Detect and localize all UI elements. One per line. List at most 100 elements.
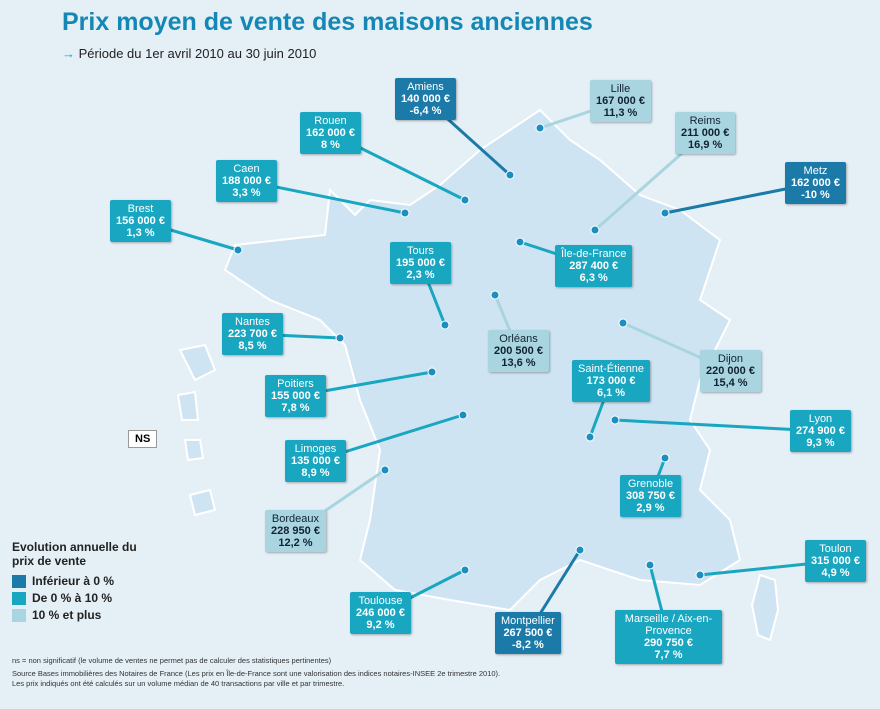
- city-dot: [660, 208, 670, 218]
- city-price: 156 000 €: [116, 215, 165, 227]
- city-price: 155 000 €: [271, 390, 320, 402]
- city-price: 267 500 €: [503, 627, 553, 639]
- city-dot: [458, 410, 468, 420]
- arrow-icon: →: [62, 46, 75, 61]
- note: Source Bases immobilières des Notaires d…: [12, 669, 501, 688]
- city-dot: [645, 560, 655, 570]
- city-callout: Toulouse 246 000 €9,2 %: [350, 592, 411, 634]
- city-dot: [535, 123, 545, 133]
- city-callout: Nantes 223 700 €8,5 %: [222, 313, 283, 355]
- city-price: 200 500 €: [494, 345, 543, 357]
- city-dot: [460, 195, 470, 205]
- city-dot: [460, 565, 470, 575]
- city-price: 140 000 €: [401, 93, 450, 105]
- city-callout: Lyon 274 900 €9,3 %: [790, 410, 851, 452]
- city-change: 15,4 %: [713, 377, 748, 389]
- city-callout: Toulon 315 000 €4,9 %: [805, 540, 866, 582]
- city-name: Lille: [610, 83, 631, 95]
- city-change: 8,5 %: [238, 340, 267, 352]
- city-dot: [380, 465, 390, 475]
- city-callout: Grenoble 308 750 €2,9 %: [620, 475, 681, 517]
- city-price: 220 000 €: [706, 365, 755, 377]
- city-name: Poitiers: [277, 378, 314, 390]
- city-dot: [585, 432, 595, 442]
- city-name: Amiens: [407, 81, 444, 93]
- city-change: 7,7 %: [654, 649, 683, 661]
- city-price: 135 000 €: [291, 455, 340, 467]
- city-callout: Poitiers 155 000 €7,8 %: [265, 375, 326, 417]
- city-name: Metz: [803, 165, 828, 177]
- city-callout: Montpellier 267 500 € -8,2 %: [495, 612, 561, 654]
- title: Prix moyen de vente des maisons ancienne…: [62, 8, 593, 36]
- city-change: 13,6 %: [501, 357, 536, 369]
- legend-swatch: [12, 591, 26, 605]
- city-callout: Saint-Étienne 173 000 €6,1 %: [572, 360, 651, 402]
- legend-swatch: [12, 608, 26, 622]
- city-name: Toulouse: [358, 595, 403, 607]
- city-price: 162 000 €: [306, 127, 355, 139]
- city-change: 6,1 %: [596, 387, 626, 399]
- city-price: 228 950 €: [271, 525, 320, 537]
- city-name: Orléans: [499, 333, 538, 345]
- city-callout: Rouen 162 000 €8 %: [300, 112, 361, 154]
- city-name: Saint-Étienne: [578, 363, 645, 375]
- legend-label: De 0 % à 10 %: [32, 591, 113, 605]
- city-callout: Dijon 220 000 €15,4 %: [700, 350, 761, 392]
- legend-label: Inférieur à 0 %: [32, 574, 115, 588]
- legend-item: De 0 % à 10 %: [12, 591, 152, 605]
- city-change: 12,2 %: [278, 537, 313, 549]
- city-change: 2,9 %: [636, 502, 665, 514]
- city-price: 290 750 €: [644, 637, 693, 649]
- city-name: Lyon: [808, 413, 833, 425]
- city-name: Grenoble: [627, 478, 674, 490]
- city-callout: Limoges 135 000 €8,9 %: [285, 440, 346, 482]
- city-price: 167 000 €: [596, 95, 645, 107]
- city-change: 2,3 %: [406, 269, 435, 281]
- legend-items: Inférieur à 0 % De 0 % à 10 % 10 % et plus: [12, 574, 152, 622]
- legend: Evolution annuelle du prix de vente Infé…: [12, 540, 152, 625]
- city-change: -10 %: [801, 189, 830, 201]
- city-callout: Lille 167 000 €11,3 %: [590, 80, 651, 122]
- city-change: 8,9 %: [301, 467, 330, 479]
- city-dot: [660, 453, 670, 463]
- city-name: Tours: [407, 245, 434, 257]
- city-dot: [505, 170, 515, 180]
- city-change: 3,3 %: [232, 187, 261, 199]
- city-name: Brest: [127, 203, 154, 215]
- city-callout: Marseille / Aix-en-Provence 290 750 €7,7 …: [615, 610, 722, 664]
- city-callout: Metz 162 000 € -10 %: [785, 162, 846, 204]
- legend-title: Evolution annuelle du prix de vente: [12, 540, 137, 568]
- corsica: [750, 573, 780, 642]
- city-dot: [618, 318, 628, 328]
- city-dot: [427, 367, 437, 377]
- overseas-islands: [176, 343, 217, 517]
- city-name: Rouen: [314, 115, 347, 127]
- city-price: 274 900 €: [796, 425, 845, 437]
- city-callout: Reims 211 000 €16,9 %: [675, 112, 736, 154]
- city-dot: [233, 245, 243, 255]
- subtitle-text: Période du 1er avril 2010 au 30 juin 201…: [78, 46, 317, 61]
- city-name: Marseille / Aix-en-Provence: [624, 613, 713, 637]
- city-name: Île-de-France: [561, 248, 627, 260]
- city-price: 308 750 €: [626, 490, 675, 502]
- city-price: 211 000 €: [681, 127, 730, 139]
- france-outline: [223, 108, 742, 612]
- city-dot: [695, 570, 705, 580]
- city-name: Reims: [689, 115, 721, 127]
- note: ns = non significatif (le volume de vent…: [12, 656, 332, 665]
- city-name: Dijon: [717, 353, 743, 365]
- city-price: 246 000 €: [356, 607, 405, 619]
- legend-item: 10 % et plus: [12, 608, 152, 622]
- city-callout: Bordeaux 228 950 €12,2 %: [265, 510, 326, 552]
- city-dot: [440, 320, 450, 330]
- city-change: 4,9 %: [821, 567, 850, 579]
- city-dot: [590, 225, 600, 235]
- city-dot: [490, 290, 500, 300]
- legend-swatch: [12, 574, 26, 588]
- city-change: 11,3 %: [603, 107, 638, 119]
- legend-label: 10 % et plus: [32, 608, 102, 622]
- city-change: 16,9 %: [688, 139, 723, 151]
- city-dot: [400, 208, 410, 218]
- city-price: 173 000 €: [586, 375, 636, 387]
